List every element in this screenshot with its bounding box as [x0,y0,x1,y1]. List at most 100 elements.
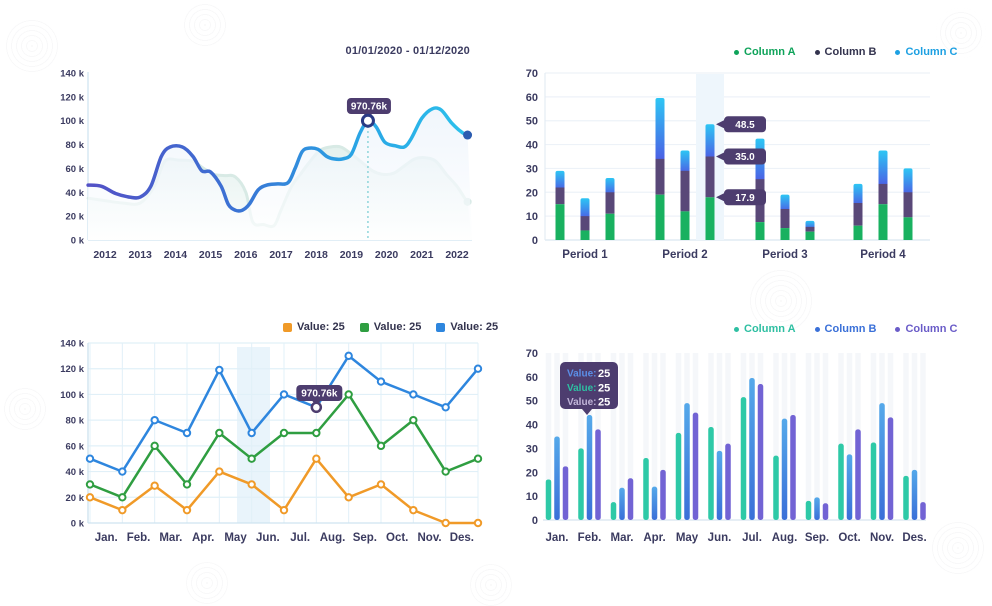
br-bar-column-b[interactable] [586,415,593,520]
bl-point-orange[interactable] [247,480,256,489]
bl-point-green[interactable] [118,493,127,502]
bl-point-orange[interactable] [85,493,95,502]
bl-point-orange[interactable] [279,505,289,515]
br-bar-column-b[interactable] [781,418,788,520]
tr-bar-segment-c[interactable] [555,170,565,191]
bl-point-blue[interactable] [150,415,159,425]
br-bar-column-b[interactable] [619,487,625,520]
bl-point-blue[interactable] [279,390,289,399]
legend-item[interactable]: Column B [814,46,876,58]
br-bar-column-b[interactable] [554,436,560,520]
br-bar-column-c[interactable] [757,384,764,520]
tl-active-marker[interactable] [360,113,375,128]
tr-bar-segment-b[interactable] [680,170,690,212]
tl-end-dot[interactable] [463,130,473,140]
br-bar-column-a[interactable] [643,457,649,520]
bl-point-orange[interactable] [473,518,483,528]
tr-bar-segment-c[interactable] [580,198,590,220]
br-bar-column-c[interactable] [627,478,634,520]
tr-bar-segment-b[interactable] [605,192,615,214]
bl-point-green[interactable] [312,428,321,438]
bl-point-blue[interactable] [215,365,224,375]
br-bar-column-a[interactable] [610,502,617,520]
tr-bar-segment-c[interactable] [605,177,615,196]
bl-point-green[interactable] [409,415,418,425]
bl-point-blue[interactable] [118,467,127,476]
bl-point-blue[interactable] [85,454,95,463]
tr-bar-segment-b[interactable] [903,192,913,218]
tr-bar-segment-b[interactable] [878,183,888,205]
bl-point-green[interactable] [441,467,450,476]
br-bar-column-b[interactable] [911,469,918,520]
bl-point-orange[interactable] [312,454,321,463]
bl-point-green[interactable] [473,454,483,463]
tr-bar-segment-c[interactable] [853,183,863,207]
tr-bar-segment-a[interactable] [878,204,888,240]
tr-bar-segment-a[interactable] [680,211,690,240]
legend-item[interactable]: Column A [734,323,796,335]
bl-point-green[interactable] [247,454,256,463]
br-bar-column-a[interactable] [740,397,747,520]
br-bar-column-c[interactable] [692,412,699,520]
bl-point-orange[interactable] [344,493,353,502]
br-bar-column-c[interactable] [822,503,829,520]
tr-bar-segment-a[interactable] [805,231,815,240]
tr-bar-segment-b[interactable] [805,226,815,232]
legend-item[interactable]: Value: 25 [359,321,421,333]
legend-item[interactable]: Column C [895,323,957,335]
br-bar-column-c[interactable] [660,469,666,520]
bl-point-orange[interactable] [215,467,224,476]
bl-point-green[interactable] [182,480,192,489]
legend-item[interactable]: Column C [895,46,957,58]
bl-point-green[interactable] [85,480,95,489]
tr-bar-segment-c[interactable] [680,150,690,174]
br-bar-column-b[interactable] [879,403,885,520]
legend-item[interactable]: Column A [734,46,796,58]
br-bar-column-a[interactable] [773,455,779,520]
bl-point-orange[interactable] [182,505,192,515]
bl-point-blue[interactable] [182,428,192,438]
br-bar-column-b[interactable] [749,378,755,520]
tr-bar-segment-c[interactable] [878,150,888,187]
bl-point-blue[interactable] [376,377,386,386]
bl-point-orange[interactable] [118,505,127,515]
br-bar-column-b[interactable] [651,486,658,520]
br-bar-column-b[interactable] [716,450,723,520]
bl-point-blue[interactable] [344,351,353,361]
tl-main-line[interactable] [86,106,470,213]
bl-point-blue[interactable] [247,428,256,438]
tr-bar-segment-a[interactable] [903,217,913,240]
tr-bar-segment-a[interactable] [655,194,665,240]
br-bar-column-c[interactable] [595,429,601,520]
br-bar-column-c[interactable] [725,443,731,520]
tr-bar-segment-c[interactable] [780,194,790,212]
br-bar-column-b[interactable] [684,403,690,520]
bl-point-blue[interactable] [441,403,450,412]
br-bar-column-a[interactable] [903,475,909,520]
br-bar-column-c[interactable] [920,502,926,520]
legend-item[interactable]: Column B [814,323,876,335]
tr-bar-segment-b[interactable] [853,203,863,226]
tr-bar-segment-b[interactable] [555,187,565,205]
br-bar-column-a[interactable] [545,479,552,520]
tr-bar-segment-b[interactable] [705,156,715,198]
br-bar-column-c[interactable] [790,415,796,520]
tr-bar-segment-a[interactable] [705,197,715,240]
legend-item[interactable]: Value: 25 [283,321,345,333]
tr-bar-segment-b[interactable] [580,216,590,231]
tr-bar-segment-a[interactable] [605,213,615,240]
tr-bar-segment-a[interactable] [580,230,590,240]
bl-point-orange[interactable] [409,505,418,515]
br-bar-column-c[interactable] [855,429,861,520]
tr-bar-segment-c[interactable] [903,168,913,196]
br-bar-column-a[interactable] [838,443,844,520]
br-bar-column-c[interactable] [887,417,894,520]
tr-bar-segment-a[interactable] [555,204,565,240]
tr-bar-segment-a[interactable] [755,222,765,240]
bl-active-marker[interactable] [310,401,323,414]
tr-bar-segment-c[interactable] [655,98,665,162]
bl-point-green[interactable] [376,441,386,451]
bl-point-green[interactable] [150,441,159,451]
tr-bar-segment-c[interactable] [705,124,715,160]
br-bar-column-a[interactable] [805,500,812,520]
